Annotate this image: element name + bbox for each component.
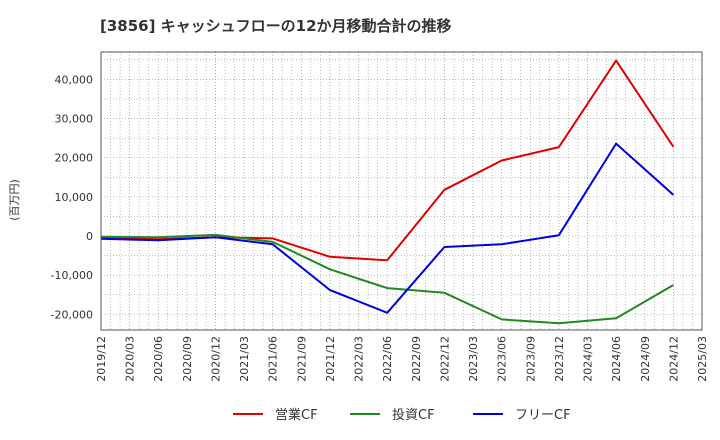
x-tick-label: 2021/06 [267,336,280,382]
y-tick-label: 0 [86,230,93,243]
x-tick-label: 2023/09 [524,336,537,382]
legend-label-1: 営業CF [275,407,318,423]
x-tick-label: 2020/09 [181,336,194,382]
series-line-2 [100,233,674,325]
x-tick-label: 2024/06 [610,336,623,382]
x-tick-label: 2022/12 [438,336,451,382]
x-tick-label: 2021/12 [324,336,337,382]
x-tick-label: 2019/12 [95,336,108,382]
y-tick-label: 40,000 [55,73,94,86]
x-tick-label: 2022/09 [410,336,423,382]
legend-label-2: 投資CF [392,407,435,423]
x-tick-label: 2020/03 [124,336,137,382]
y-axis-ticks: -20,000 -10,000 0 10,000 20,000 30,000 40,000 [51,73,93,321]
x-tick-label: 2024/03 [582,336,595,382]
x-tick-label: 2021/03 [238,336,251,382]
x-tick-label: 2023/03 [467,336,480,382]
plot-frame [100,51,703,331]
y-tick-label: -20,000 [51,308,93,321]
x-tick-label: 2024/09 [639,336,652,382]
y-tick-label: 20,000 [55,152,94,165]
x-axis-ticks: 2019/12 2020/03 2020/06 2020/09 2020/12 2021/… [95,336,709,382]
chart-title: [3856] キャッシュフローの12か月移動合計の推移 [100,17,452,35]
y-axis-label: (百万円) [8,179,21,221]
x-tick-label: 2024/12 [667,336,680,382]
series-line-3 [100,142,675,314]
grid-lines [100,52,703,330]
x-tick-label: 2021/09 [295,336,308,382]
x-tick-label: 2023/12 [553,336,566,382]
x-tick-label: 2022/03 [353,336,366,382]
y-tick-label: 30,000 [55,113,94,126]
x-tick-label: 2025/03 [696,336,709,382]
x-tick-label: 2023/06 [496,336,509,382]
series-lines [100,59,675,325]
legend-label-3: フリーCF [515,408,571,423]
y-tick-label: 10,000 [55,191,94,204]
legend: 営業CF 投資CF フリーCF [233,407,571,423]
x-tick-label: 2020/06 [152,336,165,382]
x-tick-label: 2020/12 [209,336,222,382]
y-tick-label: -10,000 [51,269,93,282]
x-tick-label: 2022/06 [381,336,394,382]
